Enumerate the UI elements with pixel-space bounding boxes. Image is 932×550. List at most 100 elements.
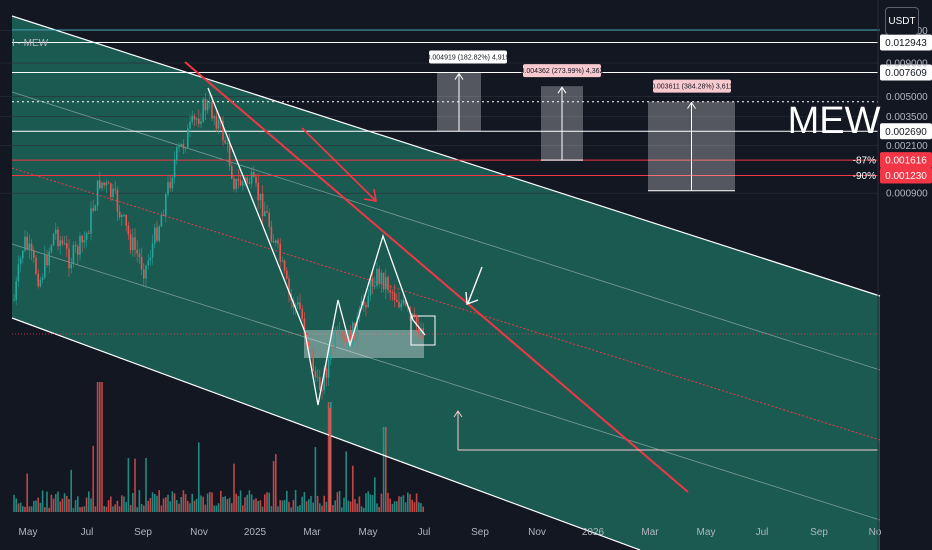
candle-body [345,338,347,341]
candle-body [420,328,422,335]
target-label-bg [653,79,731,93]
volume-bar [193,500,196,512]
candle-body [393,292,396,300]
candle-body [200,121,202,124]
candle-body [255,176,257,183]
volume-bar [191,493,193,512]
candle-body [83,239,86,243]
candle-body [376,268,378,286]
candle-body [132,237,134,251]
candle-body [154,227,156,244]
volume-bar [281,500,284,512]
candle-body [193,115,196,120]
volume-bar [422,506,424,512]
candle-body [367,295,369,308]
candle-body [378,268,380,284]
candle-body [336,331,339,333]
volume-bar [79,507,81,512]
candle-body [138,253,141,257]
volume-bar [409,494,411,512]
volume-bar [378,507,380,512]
volume-bar [129,505,132,512]
volume-bar [237,496,240,512]
candle-body [349,331,352,345]
volume-bar [180,496,182,512]
candle-body [202,98,204,122]
volume-bar [327,402,330,512]
candle-body [187,128,189,148]
x-tick-label: Jul [418,527,431,538]
volume-bar [365,493,367,512]
volume-bar [176,500,178,512]
candle-body [239,180,242,186]
currency-button[interactable]: USDT [885,7,919,35]
candle-body [242,181,244,186]
volume-bar [121,495,123,512]
x-tick-label: Mar [641,527,659,538]
volume-bar [266,492,268,512]
symbol-label: I · MEW [12,38,49,49]
volume-bar [85,497,88,512]
volume-bar [101,382,103,512]
target-label: 0.004919 (182.82%) 4,919 [427,55,510,62]
candle-body [237,178,240,181]
candle-body [316,376,319,378]
candle-body [415,315,418,327]
candle-body [61,240,64,244]
volume-bar [72,507,75,512]
x-tick-label: Sep [471,527,489,538]
projection-arrow-head [687,101,696,109]
candle-body [191,115,193,122]
volume-bar [103,506,105,512]
volume-bar [94,506,97,512]
candle-body [354,322,356,341]
x-tick-label: No [869,527,882,538]
candle-body [294,304,297,308]
volume-bar [195,498,198,512]
candle-body [88,232,90,234]
candle-body [391,292,394,294]
volume-bar [404,502,407,512]
candle-body [72,244,75,264]
volume-bar [118,506,121,512]
volume-bar [334,500,336,512]
candle-body [167,182,169,195]
volume-bar [132,492,134,512]
volume-bar [81,506,83,512]
volume-bar [99,382,101,512]
candle-body [123,214,125,216]
candle-body [151,243,154,258]
volume-bar [30,506,33,512]
candle-body [206,102,209,111]
volume-bar [294,490,297,512]
volume-bar [55,494,57,512]
candle-body [66,243,68,249]
volume-bar [145,458,147,512]
volume-bar [297,506,299,512]
volume-bar [160,505,163,512]
volume-bar [402,495,405,512]
candle-body [299,302,301,310]
volume-bar [418,502,420,512]
volume-bar [28,506,31,512]
trend-arrow [301,127,377,202]
volume-bar [138,490,141,512]
candle-body [347,331,350,341]
volume-bar [239,490,242,512]
volume-bar [222,497,224,512]
volume-bar [288,501,290,512]
x-tick-label: Sep [810,527,828,538]
candle-body [158,226,160,241]
candle-body [275,240,277,243]
candle-body [160,215,163,227]
volume-bar [125,502,127,512]
candle-body [173,159,176,178]
volume-bar [349,501,352,512]
candle-body [411,313,413,315]
channel-mid-line [11,243,881,521]
channel-lines [11,15,881,550]
volume-bar [316,495,319,512]
percent-marker-label: -87% [853,156,876,167]
volume-bar [134,458,136,512]
